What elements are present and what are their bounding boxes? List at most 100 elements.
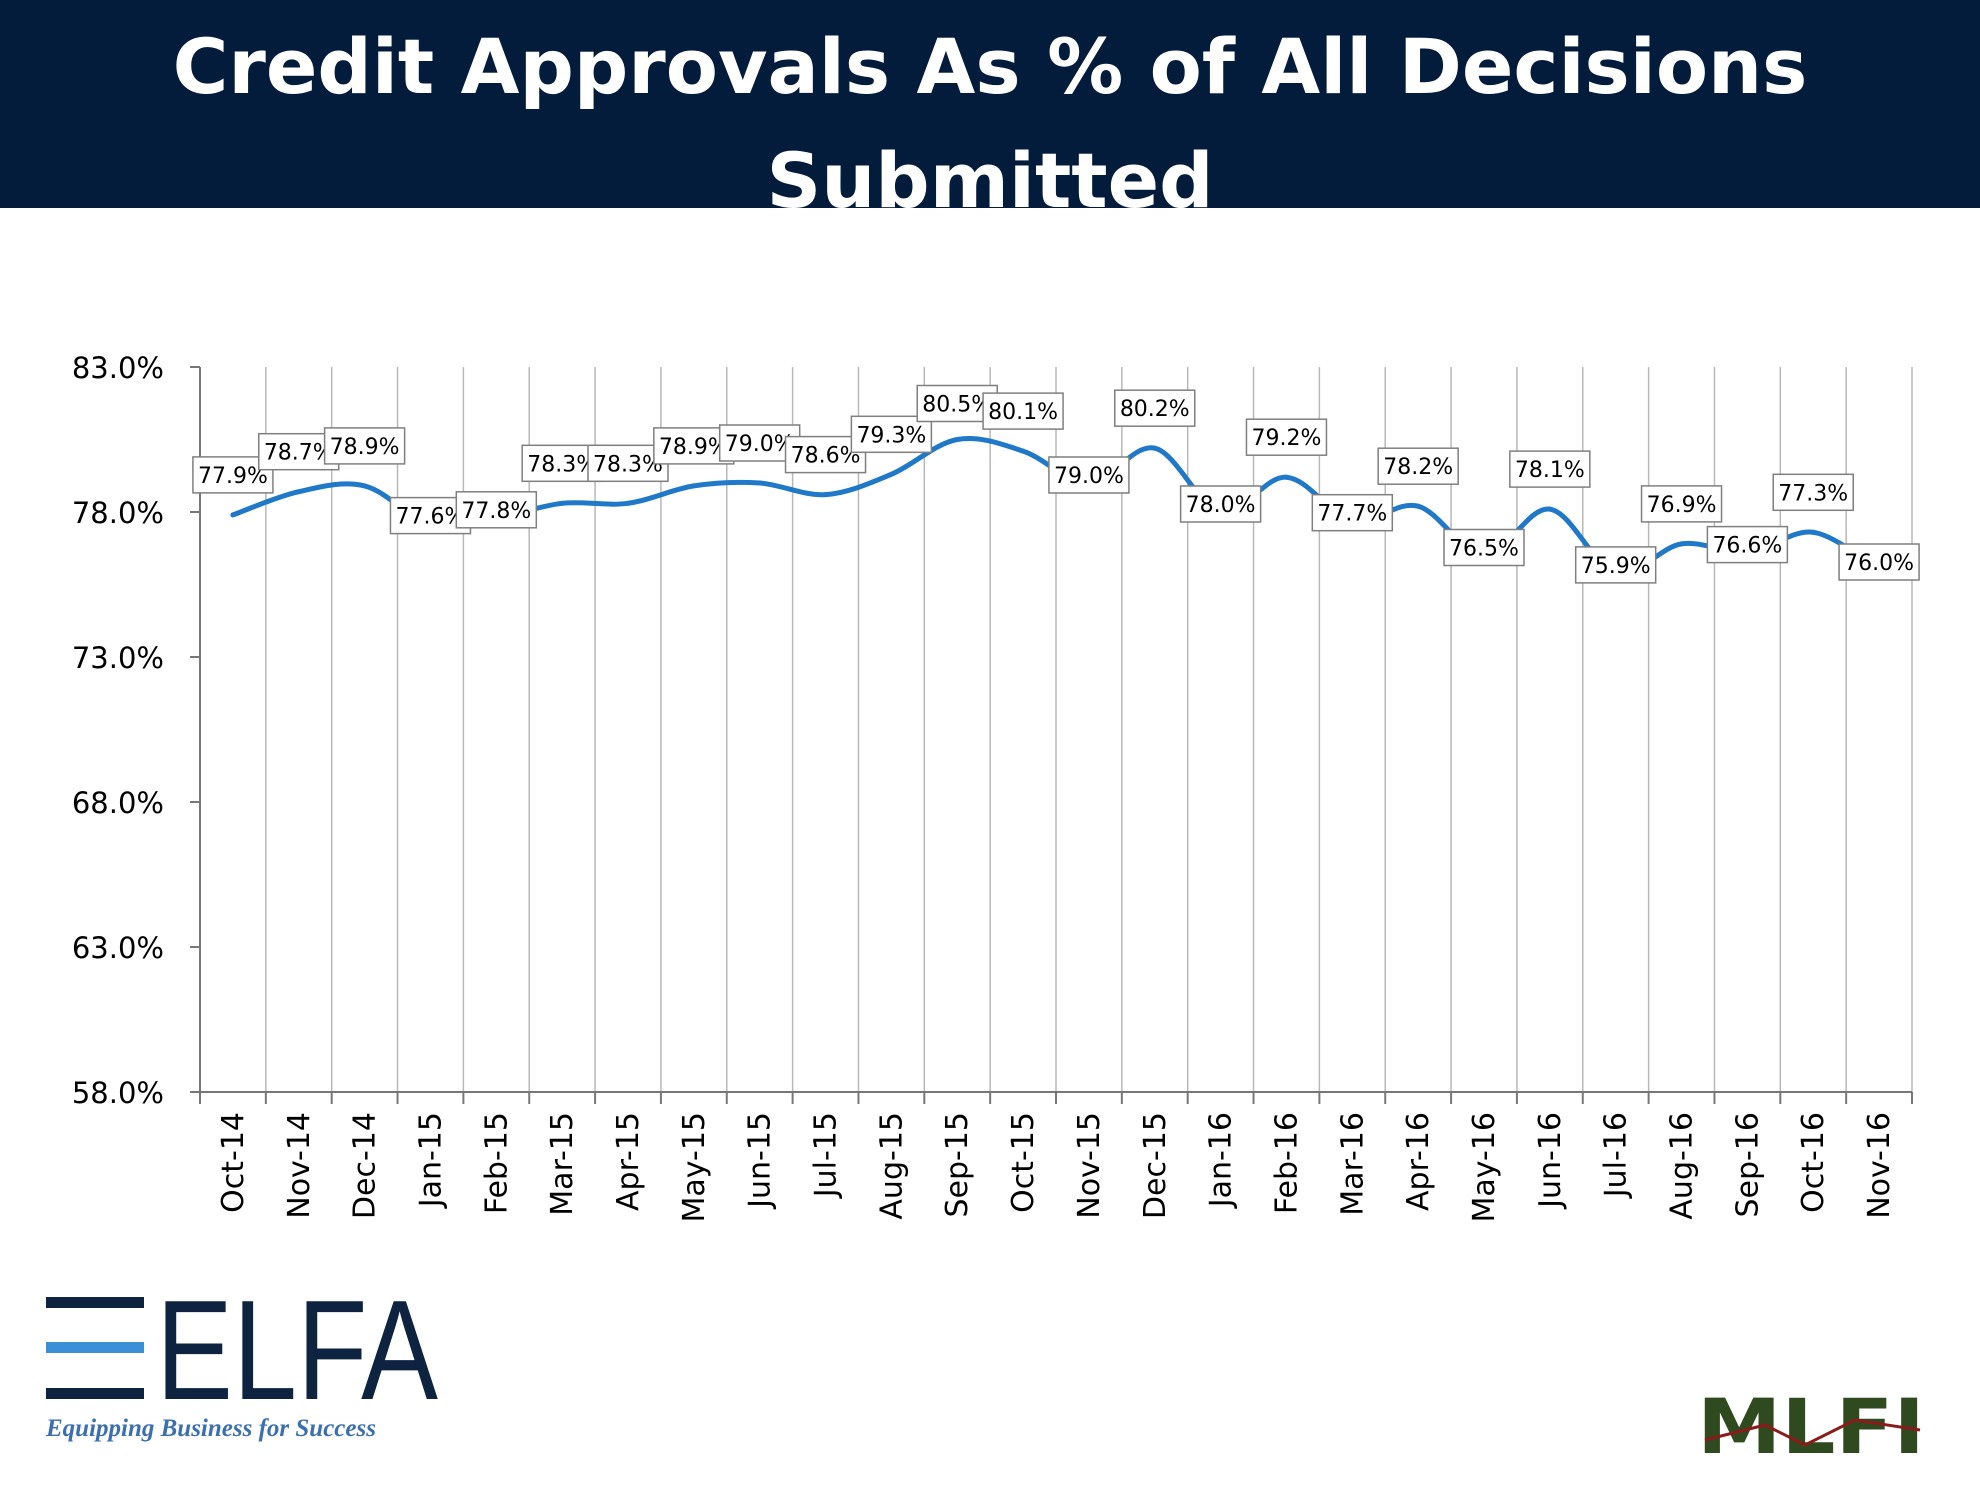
x-tick-label: Mar-16: [1335, 1112, 1370, 1216]
y-tick-label: 68.0%: [72, 786, 164, 820]
data-label-text: 76.5%: [1449, 537, 1519, 562]
data-label: 78.2%: [1377, 447, 1459, 485]
y-tick-label: 63.0%: [72, 931, 164, 965]
x-tick-label: Jul-15: [809, 1112, 844, 1199]
x-tick-label: Jan-15: [413, 1112, 448, 1209]
line-chart: 58.0% 63.0% 68.0% 73.0% 78.0% 83.0% Oct-14 Nov-…: [72, 351, 1920, 1223]
data-label-layer: 77.9%78.7%78.9%77.6%77.8%78.3%78.3%78.9%…: [192, 384, 1920, 584]
page-title: Credit Approvals As % of All Decisions S…: [0, 10, 1980, 208]
data-label-box: [1509, 450, 1591, 488]
data-label-text: 78.3%: [527, 452, 597, 477]
data-label-text: 78.1%: [1515, 458, 1585, 483]
elfa-bar-bottom: [46, 1388, 144, 1399]
data-point: [1547, 506, 1553, 512]
data-label-box: [1114, 389, 1196, 427]
data-label-text: 78.2%: [1383, 455, 1453, 480]
data-label: 79.0%: [718, 424, 801, 462]
x-tick-label: Nov-16: [1862, 1112, 1897, 1219]
x-tick-label: Oct-16: [1796, 1112, 1831, 1213]
data-label-text: 77.8%: [461, 499, 531, 524]
data-label-box: [1443, 528, 1525, 567]
mlfi-wordmark: MLFI: [1697, 1385, 1925, 1460]
data-label-text: 80.5%: [922, 393, 992, 418]
data-label-box: [323, 427, 406, 465]
data-label-text: 80.2%: [1120, 397, 1190, 422]
x-tick-label: Dec-14: [348, 1112, 383, 1219]
data-label: 77.7%: [1311, 493, 1394, 532]
data-label-text: 77.6%: [396, 505, 466, 530]
x-tick-label: Jul-16: [1599, 1112, 1634, 1199]
data-label-text: 77.3%: [1778, 481, 1848, 506]
data-point: [1415, 503, 1421, 509]
x-tick-label: Apr-16: [1401, 1112, 1436, 1211]
mlfi-logo: MLFI: [1697, 1385, 1925, 1460]
data-label: 76.9%: [1640, 485, 1723, 523]
x-tick-label: Jun-15: [743, 1112, 778, 1210]
y-tick-label: 78.0%: [72, 496, 164, 530]
title-line-1: Credit Approvals As % of All Decisions: [172, 22, 1808, 111]
y-tick-label: 73.0%: [72, 641, 164, 675]
data-label-text: 78.3%: [593, 452, 663, 477]
data-label-box: [1574, 546, 1657, 584]
data-point: [296, 489, 302, 495]
data-point: [1679, 541, 1685, 547]
data-label: 79.2%: [1245, 418, 1328, 456]
elfa-bar-middle: [46, 1342, 144, 1353]
data-label: 79.3%: [850, 415, 933, 454]
data-point: [757, 480, 763, 486]
data-point: [954, 437, 960, 442]
x-tick-label: Oct-14: [216, 1112, 251, 1213]
x-tick-label: Sep-16: [1730, 1112, 1765, 1218]
elfa-wordmark: ELFA: [156, 1290, 438, 1430]
data-label-box: [1706, 525, 1789, 564]
data-label-text: 79.0%: [725, 432, 795, 457]
x-tick-label: Oct-15: [1006, 1112, 1041, 1213]
elfa-tagline: Equipping Business for Success: [46, 1415, 376, 1442]
data-label-box: [982, 392, 1064, 430]
data-label: 76.6%: [1706, 525, 1789, 564]
data-point: [888, 471, 894, 477]
x-tick-label: Nov-14: [282, 1112, 317, 1219]
x-tick-label: Apr-15: [611, 1112, 646, 1211]
data-label-box: [1838, 543, 1920, 581]
title-bar: Credit Approvals As % of All Decisions S…: [0, 0, 1980, 208]
data-label-text: 79.2%: [1252, 426, 1322, 451]
data-label-text: 79.0%: [1054, 464, 1124, 489]
x-tick-label: Feb-15: [479, 1112, 514, 1214]
data-point: [362, 483, 368, 489]
data-label: 77.3%: [1772, 473, 1854, 512]
data-label: 76.0%: [1838, 543, 1920, 581]
x-tick-label: Jun-16: [1533, 1112, 1568, 1210]
data-label-text: 76.9%: [1647, 493, 1717, 518]
data-label-text: 78.6%: [791, 444, 861, 469]
data-label: 76.5%: [1443, 528, 1525, 567]
x-tick-label: Feb-16: [1269, 1112, 1304, 1214]
data-point: [1283, 474, 1289, 480]
data-label-box: [1048, 456, 1130, 494]
data-label-box: [1179, 485, 1262, 523]
data-label-text: 78.7%: [264, 441, 334, 466]
data-point: [1152, 445, 1158, 451]
data-label-box: [850, 415, 933, 454]
x-tick-label: Sep-15: [940, 1112, 975, 1218]
data-label-text: 76.6%: [1712, 534, 1782, 559]
data-label: 78.1%: [1509, 450, 1591, 488]
data-label: 80.5%: [916, 384, 998, 423]
data-label-box: [1245, 418, 1328, 456]
x-tick-label: Dec-15: [1138, 1112, 1173, 1219]
x-tick-label: Aug-16: [1665, 1112, 1700, 1220]
data-label: 80.1%: [982, 392, 1064, 430]
x-tick-label: Aug-15: [874, 1112, 909, 1220]
data-label-box: [1772, 473, 1854, 512]
data-label: 78.0%: [1179, 485, 1262, 523]
data-label-text: 76.0%: [1844, 551, 1914, 576]
data-label-text: 78.0%: [1186, 493, 1256, 518]
data-label-box: [1640, 485, 1723, 523]
x-tick-label: Mar-15: [545, 1112, 580, 1216]
data-point: [230, 512, 236, 518]
x-tick-label: Nov-15: [1072, 1112, 1107, 1219]
elfa-logo: ELFA: [46, 1290, 438, 1430]
data-label-box: [1311, 493, 1394, 532]
data-label: 80.2%: [1114, 389, 1196, 427]
data-label-text: 78.9%: [330, 435, 400, 460]
